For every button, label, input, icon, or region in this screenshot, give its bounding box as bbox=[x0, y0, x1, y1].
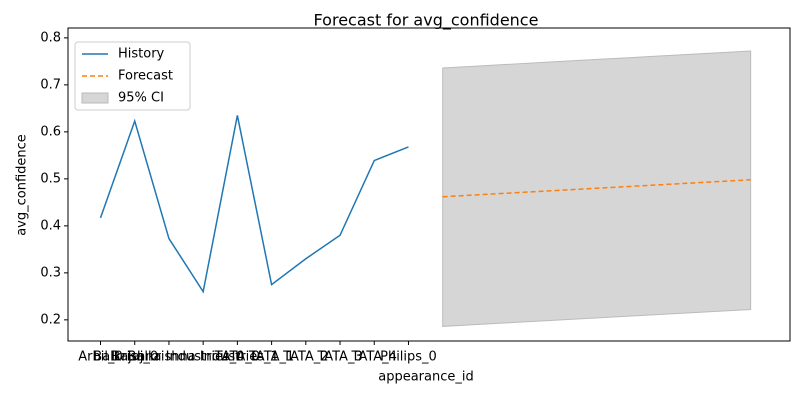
series-line bbox=[442, 179, 751, 198]
x-tick-label: Bajaj_0 bbox=[111, 350, 158, 365]
y-tick-label: 0.7 bbox=[40, 77, 61, 92]
y-tick-label: 0.6 bbox=[40, 124, 61, 139]
legend-label: History bbox=[118, 47, 165, 62]
x-tick-label: Arbil_0 bbox=[78, 350, 122, 365]
x-tick-label: TATA_4 bbox=[351, 350, 397, 365]
x-tick-label: Philips_0 bbox=[380, 350, 437, 365]
series-line bbox=[99, 115, 409, 294]
x-axis-label: appearance_id bbox=[378, 370, 474, 385]
legend-label: Forecast bbox=[118, 69, 173, 84]
x-tick-label: TATA_1 bbox=[248, 350, 294, 365]
y-axis-label: avg_confidence bbox=[15, 134, 30, 236]
x-tick-label: TATA_3 bbox=[316, 350, 362, 365]
x-tick-label: TATA_2 bbox=[282, 350, 328, 365]
y-tick-label: 0.3 bbox=[40, 265, 61, 280]
legend-swatch bbox=[81, 92, 109, 104]
x-tick-label: Balkrishna Industries_0 bbox=[93, 350, 244, 365]
y-tick-label: 0.5 bbox=[40, 171, 61, 186]
x-tick-label: Balkrishna Industries_1 bbox=[128, 350, 279, 365]
plot-frame bbox=[67, 27, 791, 342]
x-tick-label: TATA_0 bbox=[214, 350, 260, 365]
legend-label: 95% CI bbox=[118, 91, 164, 106]
y-tick-label: 0.4 bbox=[40, 218, 61, 233]
y-tick-label: 0.2 bbox=[40, 312, 61, 327]
y-tick-label: 0.8 bbox=[40, 30, 61, 45]
chart-title: Forecast for avg_confidence bbox=[314, 11, 539, 31]
